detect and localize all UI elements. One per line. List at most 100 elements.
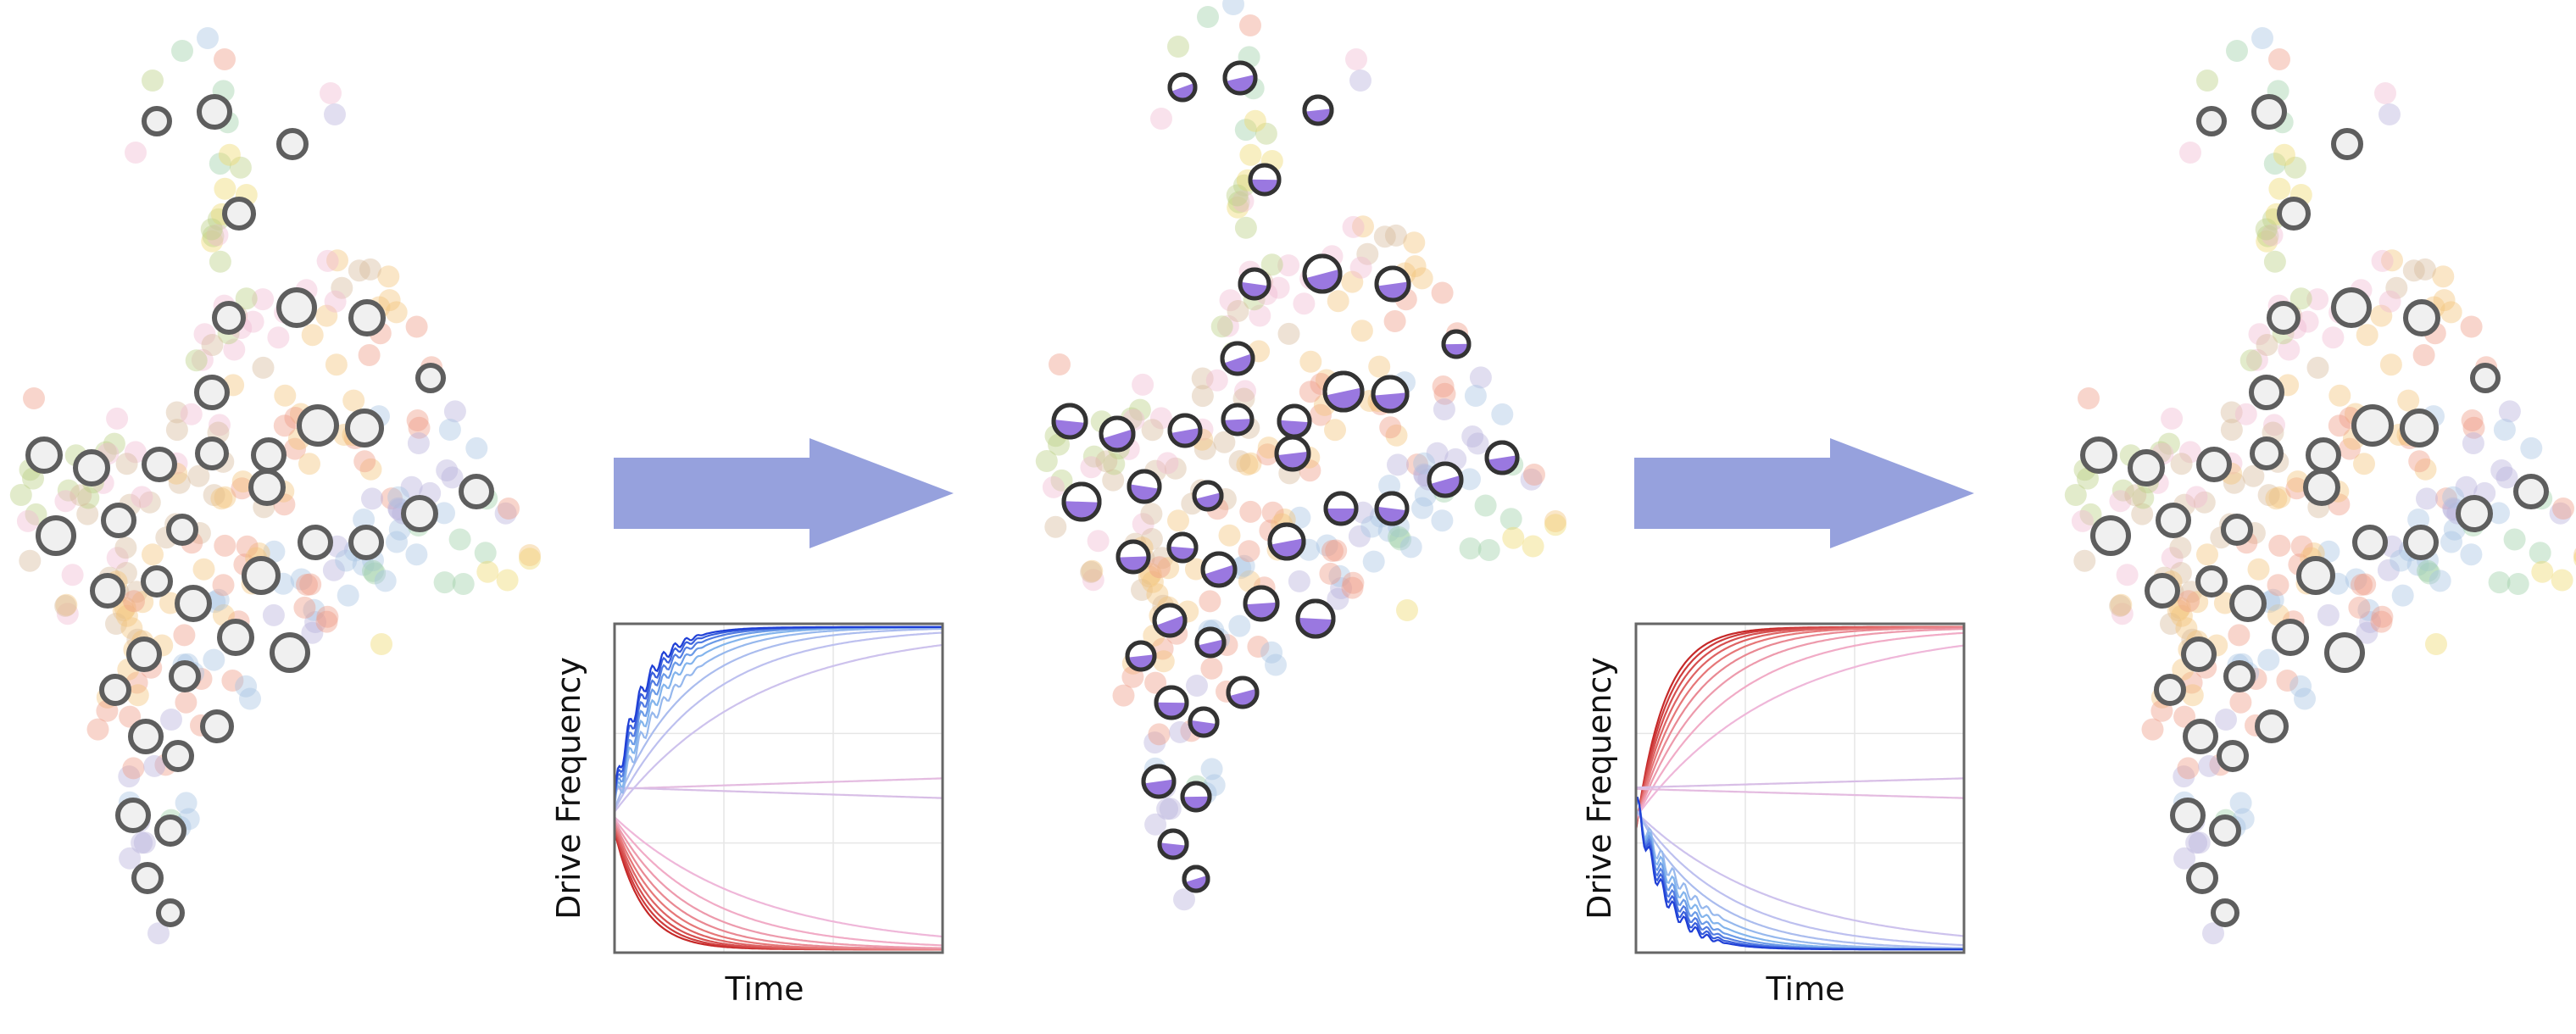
series-curve [1635,809,1965,947]
background-dot [2289,675,2312,698]
background-dot [1345,48,1367,70]
background-dot [290,568,313,591]
node-outline [1167,413,1203,448]
background-dot [2256,334,2278,356]
background-dot [1267,276,1290,299]
oscillator-node-active [1322,370,1365,413]
series-curve [614,818,943,947]
background-dot [16,509,39,532]
background-dot [131,486,153,509]
background-dot [201,334,224,356]
oscillator-node [142,447,177,482]
oscillator-node [2080,436,2117,474]
oscillator-node-active [1192,480,1224,512]
background-dot [1433,398,1455,420]
oscillator-node [212,301,246,335]
oscillator-node [459,474,494,509]
oscillator-node-active [1194,626,1227,659]
background-dot [267,326,290,349]
oscillator-node [217,619,254,656]
background-dot [1144,813,1167,836]
oscillator-node [2403,525,2439,560]
background-dot [2306,356,2329,379]
background-dot [1042,475,1065,498]
background-dot [296,574,318,596]
background-dot [2370,610,2393,633]
x-axis-label: Time [1766,970,1845,1008]
background-dot [1227,191,1250,214]
background-dot [2573,551,2576,566]
oscillator-node [2223,660,2256,692]
background-dot [438,419,461,441]
background-dot [1396,599,1418,621]
node-outline [1267,522,1306,561]
x-axis-label: Time [725,970,804,1008]
background-dot [274,384,297,407]
background-dot [299,573,322,596]
background-dot [138,491,161,514]
background-dot [1260,641,1283,664]
background-dot [1228,614,1251,637]
background-dot [2413,258,2436,281]
background-dot [1379,416,1402,439]
background-dot [133,831,156,854]
oscillator-node-active [1302,94,1334,126]
background-dot [2425,633,2447,655]
oscillator-nodes [1051,60,1520,893]
node-outline [1222,60,1258,96]
oscillator-node [2186,862,2218,894]
background-dot [2351,574,2373,596]
background-dot [2078,387,2100,409]
background-dot [1144,671,1167,694]
background-dot [1087,530,1110,553]
oscillator-node [194,375,230,410]
oscillator-node-active [1166,531,1199,564]
oscillator-node-active [1374,491,1410,526]
background-dot [1186,675,1208,697]
background-dot [1404,255,1427,278]
background-dot [2551,569,2573,592]
oscillator-node [2209,814,2241,847]
background-dot [1520,468,1543,491]
background-dot-cloud [9,27,541,945]
background-dot [1319,562,1342,585]
background-dot [452,573,475,595]
background-dot [143,754,166,777]
background-dot [106,547,129,570]
oscillator-node [2181,637,2217,672]
background-dot [2223,471,2245,494]
background-dot [405,543,428,566]
background-dot [2173,847,2196,870]
background-dot [374,570,397,592]
background-dot [2188,831,2211,854]
background-dot [206,224,229,247]
background-dot [2261,224,2284,247]
oscillator-node [2403,299,2440,336]
background-dot [370,633,392,655]
background-dot [22,467,44,490]
background-dot [1410,267,1433,290]
background-dot [1151,637,1174,660]
oscillator-node-active [1061,481,1102,522]
oscillator-node [175,585,212,622]
background-dot [1141,419,1164,442]
background-dot [193,323,216,346]
background-dot [2296,310,2319,333]
drive-frequency-plot-2: Time Drive Frequency [1581,622,1966,1008]
background-dot [1342,215,1365,238]
background-dot [1148,723,1171,746]
series-curve [614,816,943,938]
node-phase-fill [1143,779,1174,797]
background-dot [239,687,261,710]
background-dot [2181,684,2204,707]
background-dot [2354,573,2377,596]
background-dot [2381,249,2403,272]
oscillator-node-active [1238,267,1271,301]
node-outline [1141,764,1177,799]
oscillator-node [2351,404,2394,447]
oscillator-node [154,814,186,847]
background-dot [2251,27,2273,49]
background-dot [2306,288,2329,311]
node-phase-fill [1228,688,1257,707]
background-dot [325,353,348,376]
